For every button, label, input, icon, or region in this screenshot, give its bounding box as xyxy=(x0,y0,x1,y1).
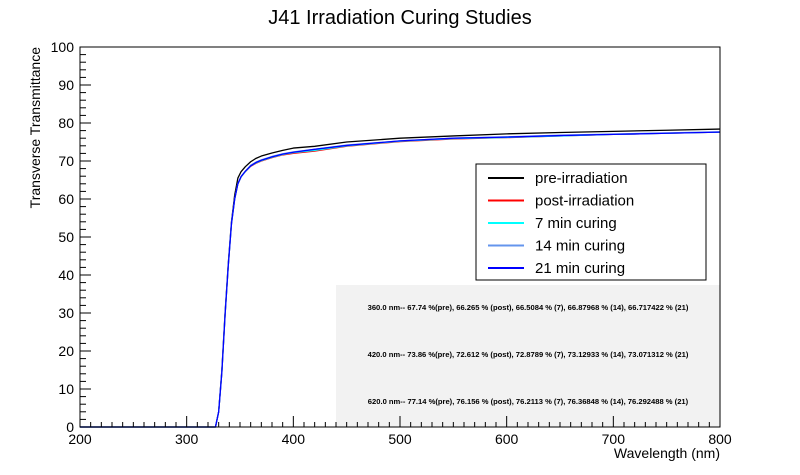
x-tick-label: 800 xyxy=(708,431,732,447)
x-tick-label: 200 xyxy=(68,431,92,447)
y-tick-label: 20 xyxy=(58,343,74,359)
legend: pre-irradiation post-irradiation 7 min cur… xyxy=(475,163,707,281)
legend-label: post-irradiation xyxy=(535,193,634,210)
annotation-box: 360.0 nm-- 67.74 %(pre), 66.265 % (post)… xyxy=(336,285,720,427)
legend-label: 7 min curing xyxy=(535,215,617,232)
series-layer xyxy=(80,128,721,428)
x-tick-label: 400 xyxy=(282,431,306,447)
y-tick-label: 10 xyxy=(58,381,74,397)
x-axis-label: Wavelength (nm) xyxy=(614,445,720,461)
annotation-line: 420.0 nm-- 73.86 %(pre), 72.612 % (post)… xyxy=(368,350,689,359)
chart-title: J41 Irradiation Curing Studies xyxy=(268,7,531,29)
y-tick-label: 50 xyxy=(58,229,74,245)
x-tick-label: 300 xyxy=(175,431,199,447)
x-tick-label: 500 xyxy=(388,431,412,447)
x-tick-label: 700 xyxy=(602,431,626,447)
legend-label: 21 min curing xyxy=(535,260,625,277)
annotation-panel xyxy=(336,285,720,427)
axis-ticks: 200 300 400 500 600 700 800 0 10 20 30 40 50 60 70 80 90… xyxy=(51,39,732,447)
y-tick-label: 40 xyxy=(58,267,74,283)
y-tick-label: 70 xyxy=(58,153,74,169)
x-tick-label: 600 xyxy=(495,431,519,447)
y-tick-label: 90 xyxy=(58,77,74,93)
y-tick-label: 100 xyxy=(51,39,75,55)
y-axis-label: Transverse Transmittance xyxy=(27,47,43,209)
legend-label: pre-irradiation xyxy=(535,170,628,187)
y-tick-label: 60 xyxy=(58,191,74,207)
annotation-line: 620.0 nm-- 77.14 %(pre), 76.156 % (post)… xyxy=(368,397,689,406)
y-tick-label: 80 xyxy=(58,115,74,131)
legend-label: 14 min curing xyxy=(535,238,625,255)
annotation-line: 360.0 nm-- 67.74 %(pre), 66.265 % (post)… xyxy=(368,303,689,312)
series-line xyxy=(80,131,721,428)
y-tick-label: 0 xyxy=(66,419,74,435)
y-tick-label: 30 xyxy=(58,305,74,321)
